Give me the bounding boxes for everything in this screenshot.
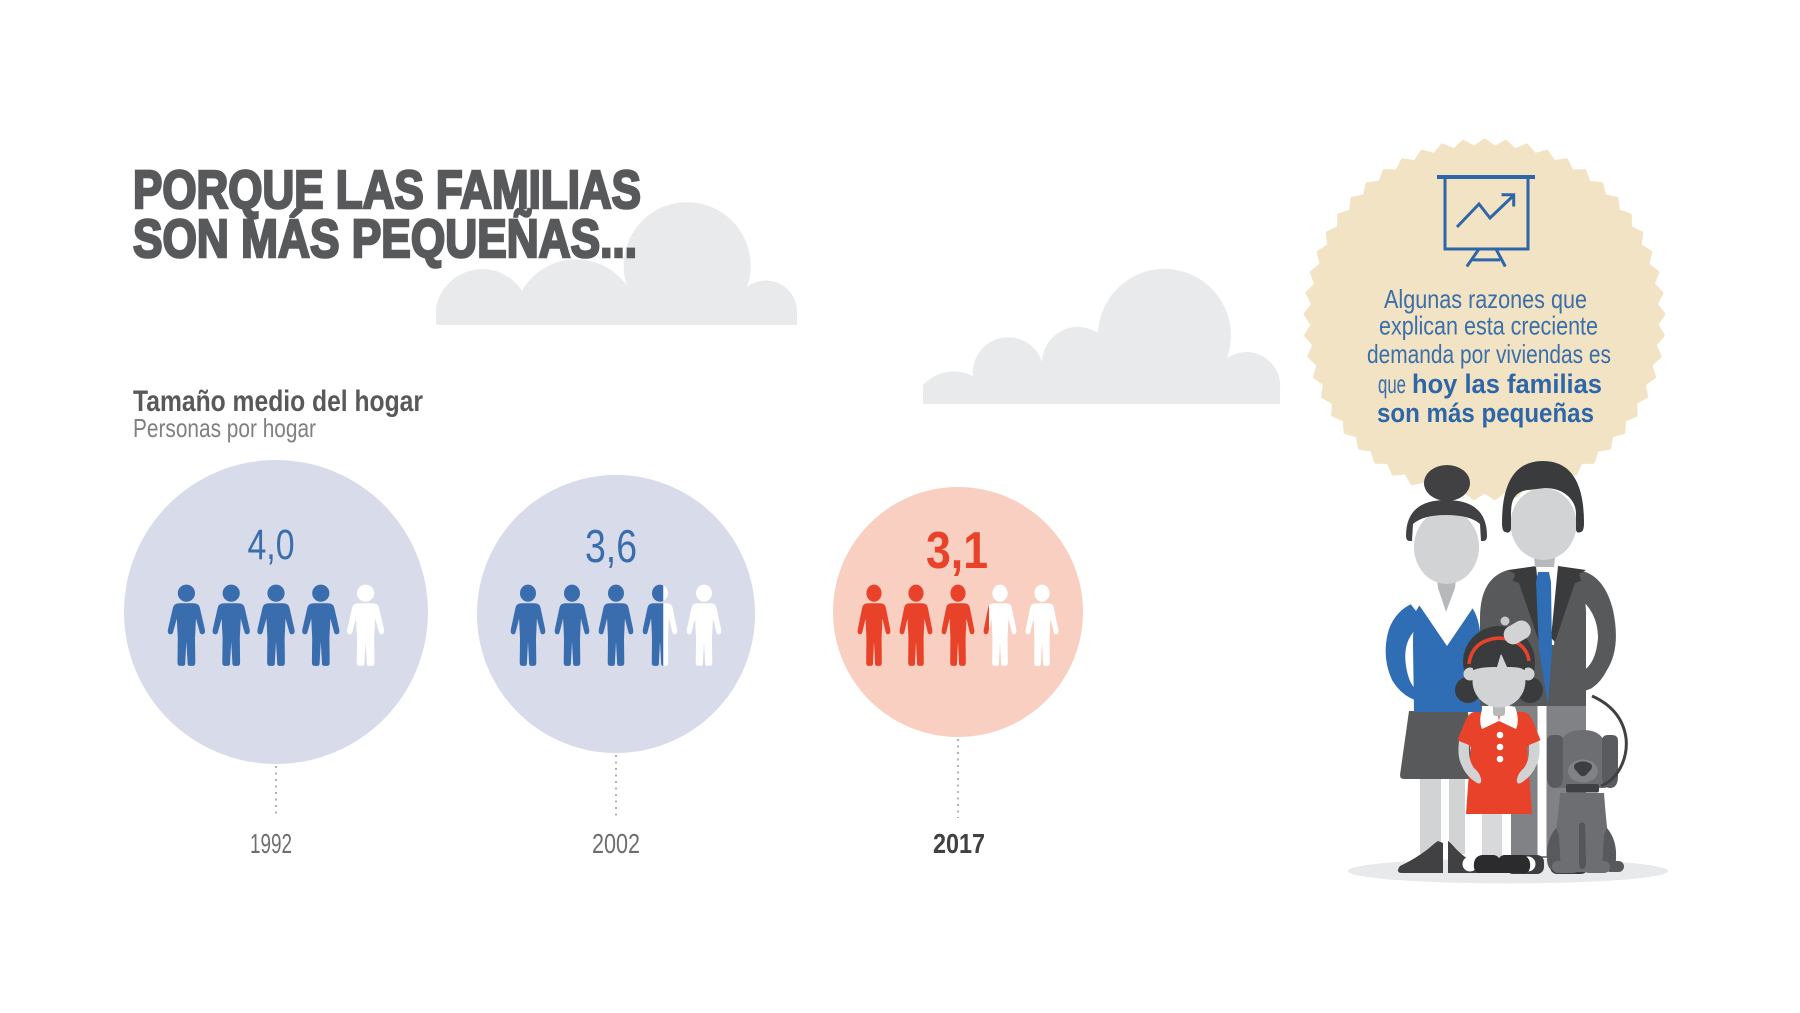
svg-text:PORQUE LAS FAMILIAS: PORQUE LAS FAMILIAS [133,160,641,220]
svg-text:explican esta creciente: explican esta creciente [1379,311,1598,341]
svg-text:Algunas razones que: Algunas razones que [1384,284,1587,314]
svg-text:SON MÁS PEQUEÑAS...: SON MÁS PEQUEÑAS... [133,209,637,269]
svg-text:demanda por viviendas es: demanda por viviendas es [1367,339,1611,369]
svg-text:3,1: 3,1 [926,522,988,580]
svg-text:2002: 2002 [592,828,640,859]
svg-text:1992: 1992 [250,828,292,859]
svg-text:2017: 2017 [933,828,985,859]
svg-text:Tamaño medio del hogar: Tamaño medio del hogar [133,385,423,418]
svg-text:hoy las familias: hoy las familias [1412,369,1602,399]
svg-text:4,0: 4,0 [248,521,295,569]
svg-text:3,6: 3,6 [585,520,637,572]
svg-text:que: que [1378,369,1406,399]
svg-text:son más pequeñas: son más pequeñas [1377,398,1594,428]
svg-text:Personas por hogar: Personas por hogar [133,413,316,443]
